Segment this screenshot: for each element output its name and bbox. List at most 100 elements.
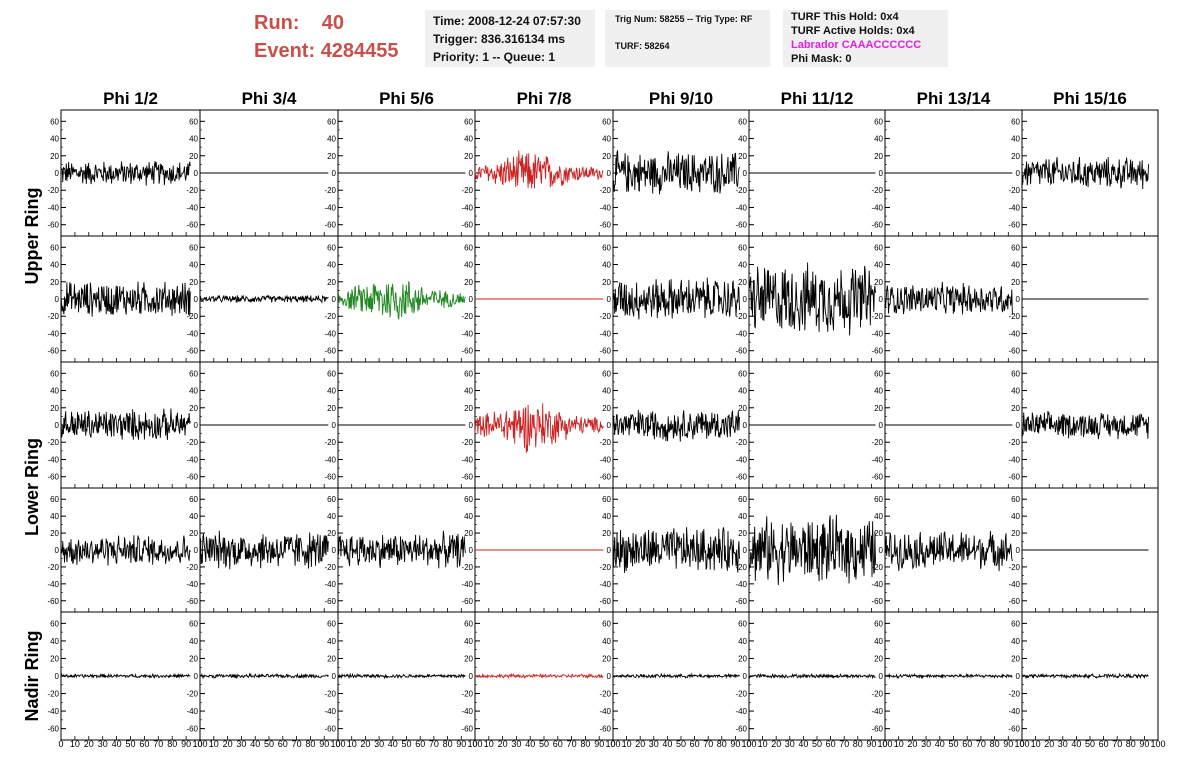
y-tick-label: 20 — [738, 152, 747, 161]
x-tick-label: 90 — [319, 739, 329, 749]
column-header: Phi 13/14 — [917, 89, 991, 108]
y-tick-label: 20 — [874, 404, 883, 413]
y-tick-label: 60 — [464, 369, 473, 378]
x-tick-label: 10 — [1031, 739, 1041, 749]
y-tick-label: -40 — [599, 455, 611, 464]
y-tick-label: 20 — [738, 654, 747, 663]
y-tick-label: 0 — [743, 672, 748, 681]
y-tick-label: 0 — [607, 421, 612, 430]
trigger-text: Trigger: 836.316134 ms — [433, 32, 566, 46]
x-tick-label: 10 — [758, 739, 768, 749]
labrador-text: Labrador CAAACCCCCC — [791, 39, 922, 51]
run-label: Run: — [254, 12, 300, 34]
y-tick-label: -60 — [599, 473, 611, 482]
column-header: Phi 1/2 — [103, 89, 158, 108]
y-tick-label: 20 — [602, 654, 611, 663]
x-tick-label: 0 — [1019, 739, 1024, 749]
y-tick-label: 20 — [50, 654, 59, 663]
y-tick-label: -40 — [871, 203, 883, 212]
x-tick-label: 70 — [292, 739, 302, 749]
x-tick-label: 60 — [690, 739, 700, 749]
y-tick-label: -20 — [47, 438, 59, 447]
y-tick-label: -60 — [186, 725, 198, 734]
x-tick-label: 80 — [305, 739, 315, 749]
y-tick-label: 20 — [602, 152, 611, 161]
y-tick-label: 40 — [464, 637, 473, 646]
x-tick-label: 20 — [771, 739, 781, 749]
y-tick-label: 20 — [602, 278, 611, 287]
x-tick-label: 70 — [976, 739, 986, 749]
y-tick-label: 0 — [1016, 169, 1021, 178]
y-tick-label: 20 — [327, 152, 336, 161]
y-tick-label: 20 — [327, 654, 336, 663]
waveform-trace — [612, 149, 740, 195]
y-tick-label: -60 — [47, 725, 59, 734]
y-tick-label: 0 — [469, 546, 474, 555]
y-tick-label: 0 — [469, 421, 474, 430]
waveform-trace — [612, 277, 740, 320]
y-tick-label: -60 — [186, 347, 198, 356]
x-tick-label: 0 — [610, 739, 615, 749]
x-tick-label: 100 — [1150, 739, 1165, 749]
y-tick-label: 60 — [738, 117, 747, 126]
x-tick-label: 30 — [921, 739, 931, 749]
y-tick-label: -20 — [324, 438, 336, 447]
x-tick-label: 20 — [84, 739, 94, 749]
column-header: Phi 5/6 — [379, 89, 434, 108]
waveform-trace — [338, 281, 466, 321]
y-tick-label: -20 — [1008, 312, 1020, 321]
waveform-trace — [60, 535, 191, 566]
x-tick-label: 80 — [580, 739, 590, 749]
x-tick-label: 70 — [1112, 739, 1122, 749]
y-tick-label: 40 — [50, 387, 59, 396]
x-tick-label: 20 — [360, 739, 370, 749]
x-tick-label: 40 — [112, 739, 122, 749]
x-tick-label: 30 — [649, 739, 659, 749]
y-tick-label: 0 — [469, 169, 474, 178]
x-tick-label: 60 — [962, 739, 972, 749]
x-tick-label: 10 — [209, 739, 219, 749]
x-tick-label: 90 — [181, 739, 191, 749]
y-tick-label: 40 — [50, 512, 59, 521]
y-tick-label: -60 — [1008, 347, 1020, 356]
x-tick-label: 100 — [605, 739, 620, 749]
x-tick-label: 0 — [472, 739, 477, 749]
y-tick-label: -20 — [461, 312, 473, 321]
y-tick-label: -60 — [186, 221, 198, 230]
y-tick-label: 60 — [1011, 619, 1020, 628]
y-tick-label: 60 — [189, 243, 198, 252]
y-tick-label: 20 — [1011, 152, 1020, 161]
y-tick-label: 40 — [464, 512, 473, 521]
x-tick-label: 10 — [894, 739, 904, 749]
x-tick-label: 90 — [594, 739, 604, 749]
x-tick-label: 20 — [223, 739, 233, 749]
y-tick-label: -40 — [324, 329, 336, 338]
y-tick-label: 40 — [602, 261, 611, 270]
y-tick-label: -60 — [735, 347, 747, 356]
waveform-trace — [60, 281, 191, 317]
x-tick-label: 40 — [798, 739, 808, 749]
y-tick-label: -60 — [599, 725, 611, 734]
y-tick-label: 40 — [464, 261, 473, 270]
y-tick-label: -40 — [324, 455, 336, 464]
phi-mask-text: Phi Mask: 0 — [791, 53, 852, 65]
column-header: Phi 15/16 — [1053, 89, 1127, 108]
column-header: Phi 11/12 — [781, 89, 854, 108]
y-tick-label: -20 — [599, 563, 611, 572]
trig-num-text: Trig Num: 58255 -- Trig Type: RF — [615, 14, 753, 24]
y-tick-label: -20 — [186, 312, 198, 321]
x-tick-label: 40 — [935, 739, 945, 749]
y-tick-label: -60 — [871, 221, 883, 230]
x-tick-label: 90 — [456, 739, 466, 749]
y-tick-label: 0 — [194, 546, 199, 555]
waveform-trace — [199, 294, 329, 304]
y-tick-label: -40 — [324, 707, 336, 716]
y-tick-label: 60 — [602, 369, 611, 378]
y-tick-label: -20 — [735, 438, 747, 447]
x-tick-label: 60 — [553, 739, 563, 749]
waveform-trace — [748, 514, 876, 586]
y-tick-label: -60 — [1008, 473, 1020, 482]
y-tick-label: 20 — [738, 278, 747, 287]
waveform-trace — [884, 672, 1013, 680]
y-tick-label: -60 — [461, 725, 473, 734]
